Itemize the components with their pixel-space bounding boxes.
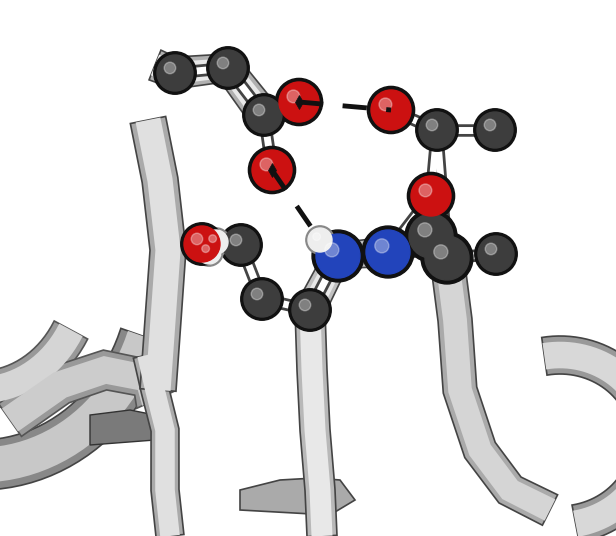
Circle shape	[316, 234, 360, 278]
Circle shape	[243, 94, 285, 136]
Circle shape	[204, 230, 228, 254]
Circle shape	[197, 240, 221, 264]
Polygon shape	[301, 226, 455, 315]
Circle shape	[154, 52, 197, 94]
Circle shape	[325, 243, 339, 257]
Circle shape	[275, 78, 323, 125]
Circle shape	[485, 243, 496, 255]
Circle shape	[279, 82, 319, 122]
Polygon shape	[149, 50, 277, 125]
Circle shape	[246, 97, 282, 133]
Circle shape	[202, 228, 230, 256]
Circle shape	[220, 224, 262, 266]
Circle shape	[306, 226, 334, 254]
Polygon shape	[137, 353, 180, 536]
Circle shape	[421, 232, 473, 284]
Circle shape	[434, 245, 448, 259]
Circle shape	[407, 173, 455, 220]
Circle shape	[362, 226, 414, 278]
Circle shape	[241, 278, 283, 320]
Polygon shape	[136, 117, 180, 391]
Circle shape	[244, 281, 280, 317]
Circle shape	[230, 234, 241, 245]
Circle shape	[366, 230, 410, 274]
Circle shape	[313, 233, 320, 241]
Circle shape	[478, 236, 514, 272]
Circle shape	[477, 112, 513, 148]
Circle shape	[202, 245, 209, 252]
Polygon shape	[0, 64, 168, 490]
Circle shape	[191, 233, 203, 245]
Circle shape	[184, 226, 220, 262]
Circle shape	[426, 119, 438, 131]
Circle shape	[287, 90, 300, 103]
Circle shape	[425, 236, 469, 280]
Circle shape	[367, 86, 415, 133]
Circle shape	[164, 62, 176, 74]
Circle shape	[308, 228, 332, 252]
Polygon shape	[0, 169, 83, 403]
Circle shape	[252, 150, 292, 190]
Polygon shape	[299, 310, 333, 536]
Circle shape	[411, 176, 451, 216]
Circle shape	[405, 210, 457, 262]
Circle shape	[419, 112, 455, 148]
Polygon shape	[133, 352, 184, 536]
Circle shape	[418, 223, 432, 237]
Polygon shape	[90, 410, 155, 445]
Circle shape	[253, 104, 265, 116]
Polygon shape	[541, 336, 616, 536]
Circle shape	[248, 146, 296, 193]
Circle shape	[210, 50, 246, 86]
Circle shape	[419, 184, 432, 197]
Polygon shape	[131, 116, 186, 391]
Circle shape	[292, 292, 328, 328]
Circle shape	[180, 223, 223, 265]
Polygon shape	[435, 257, 555, 520]
Circle shape	[371, 90, 411, 130]
Circle shape	[207, 47, 249, 89]
Circle shape	[223, 227, 259, 263]
Polygon shape	[240, 478, 355, 515]
Circle shape	[209, 235, 216, 242]
Polygon shape	[297, 221, 459, 317]
Circle shape	[484, 119, 496, 131]
Circle shape	[195, 238, 223, 266]
Polygon shape	[2, 356, 168, 431]
Polygon shape	[295, 309, 337, 536]
Circle shape	[375, 239, 389, 253]
Circle shape	[289, 289, 331, 331]
Polygon shape	[0, 165, 87, 409]
Circle shape	[416, 109, 458, 151]
Circle shape	[251, 288, 262, 300]
Circle shape	[157, 55, 193, 91]
Circle shape	[475, 233, 517, 276]
Polygon shape	[0, 71, 161, 482]
Circle shape	[379, 98, 392, 111]
Circle shape	[474, 109, 516, 151]
Polygon shape	[151, 55, 273, 122]
Circle shape	[299, 299, 310, 311]
Circle shape	[312, 230, 364, 282]
Polygon shape	[430, 256, 557, 525]
Polygon shape	[0, 350, 173, 436]
Circle shape	[260, 158, 273, 171]
Circle shape	[409, 214, 453, 258]
Polygon shape	[543, 342, 616, 536]
Circle shape	[217, 57, 229, 69]
